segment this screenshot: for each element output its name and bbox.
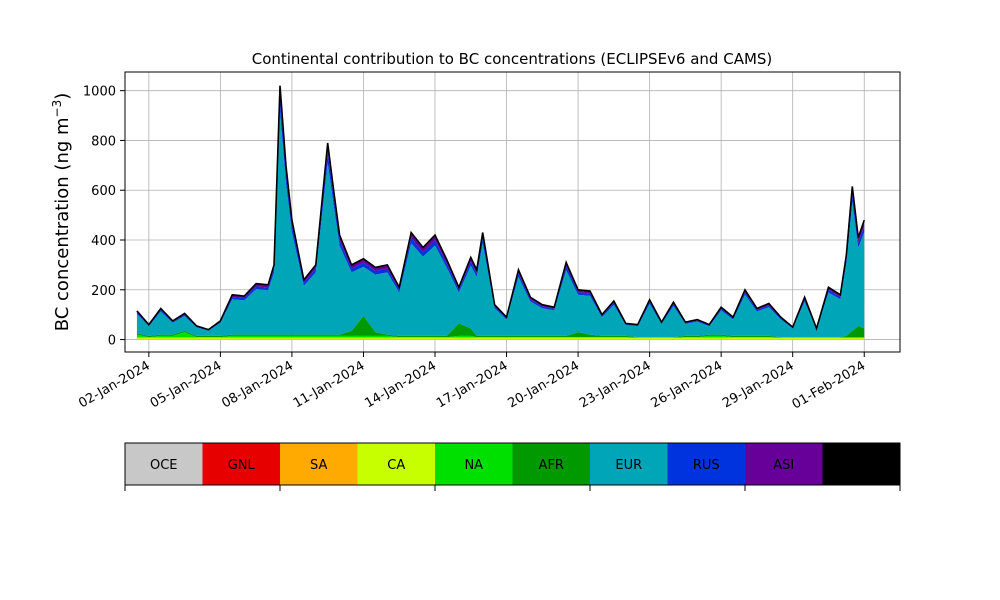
legend-swatch-gnl (202, 443, 280, 485)
x-tick-label: 17-Jan-2024 (434, 358, 511, 411)
legend-swatch-afr (512, 443, 590, 485)
x-tick-label: 01-Feb-2024 (790, 358, 869, 412)
x-tick-label: 23-Jan-2024 (577, 358, 654, 411)
y-tick-label: 1000 (83, 85, 116, 100)
legend-swatch-aus (822, 443, 900, 485)
x-tick-label: 05-Jan-2024 (148, 358, 225, 411)
legend-label-rus: RUS (693, 458, 720, 473)
y-tick-label: 400 (91, 234, 116, 249)
area-afr (136, 315, 865, 339)
legend-swatch-sa (280, 443, 358, 485)
legend-frame (124, 442, 901, 486)
x-ticks: 02-Jan-202405-Jan-202408-Jan-202411-Jan-… (76, 352, 868, 412)
y-tick-label: 0 (108, 334, 116, 349)
legend-swatch-eur (590, 443, 668, 485)
y-tick-label: 200 (91, 284, 116, 299)
stacked-areas (136, 85, 865, 340)
legend-label-oce: OCE (150, 458, 178, 473)
region-colorbar: OCE GNL SA CA NA AFR EUR RUS ASI AUS (124, 442, 901, 491)
x-tick-label: 20-Jan-2024 (505, 358, 582, 411)
y-axis-label-exponent: −3 (50, 100, 64, 118)
legend-swatch-oce (125, 443, 203, 485)
legend-label-sa: SA (310, 458, 327, 473)
legend-label-afr: AFR (539, 458, 564, 473)
x-tick-label: 26-Jan-2024 (649, 358, 726, 411)
plot-area: 02-Jan-202405-Jan-202408-Jan-202411-Jan-… (76, 71, 901, 412)
y-axis-label: BC concentration (ng m−3) (50, 93, 73, 332)
legend-label-asi: ASI (773, 458, 794, 473)
y-ticks: 0 200 400 600 800 1000 (83, 85, 125, 349)
y-axis-label-main: BC concentration (ng m (52, 117, 73, 331)
legend-swatch-asi (745, 443, 823, 485)
total-line (136, 85, 865, 331)
x-tick-label: 11-Jan-2024 (291, 358, 368, 411)
y-tick-label: 600 (91, 184, 116, 199)
x-tick-label: 02-Jan-2024 (76, 358, 153, 411)
legend-swatch-ca (357, 443, 435, 485)
x-tick-label: 29-Jan-2024 (720, 358, 797, 411)
y-tick-label: 800 (91, 134, 116, 149)
x-tick-label: 14-Jan-2024 (362, 358, 439, 411)
plot-frame (124, 71, 901, 353)
legend-swatch-na (435, 443, 513, 485)
x-tick-label: 08-Jan-2024 (219, 358, 296, 411)
legend-label-aus: AUS (848, 458, 875, 473)
legend-label-ca: CA (387, 458, 405, 473)
chart-title: Continental contribution to BC concentra… (252, 50, 773, 68)
area-eur (136, 111, 865, 338)
legend-swatch-rus (667, 443, 745, 485)
legend-label-na: NA (464, 458, 483, 473)
y-axis-label-close: ) (52, 93, 73, 100)
legend-label-eur: EUR (615, 458, 642, 473)
legend-label-gnl: GNL (228, 458, 256, 473)
